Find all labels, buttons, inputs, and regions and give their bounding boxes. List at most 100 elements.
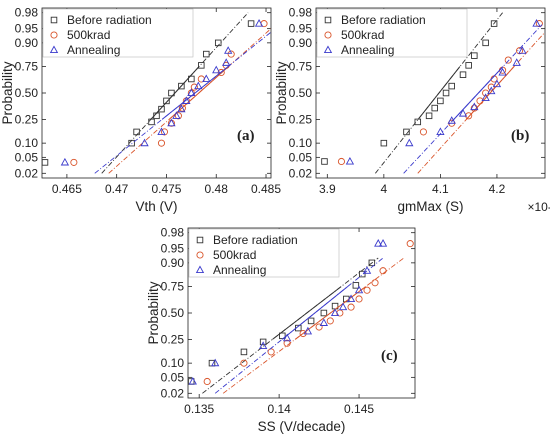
data-point (178, 104, 186, 112)
data-point (315, 323, 323, 331)
data-point (512, 58, 521, 66)
x-axis-label: gmMax (S) (397, 199, 463, 214)
data-point (362, 266, 372, 274)
legend-marker (50, 31, 58, 39)
y-tick-label: 0.98 (161, 226, 185, 240)
data-point (320, 309, 328, 317)
data-point (458, 108, 468, 117)
x-tick-label: 3.9 (319, 182, 336, 196)
y-tick-label: 0.90 (161, 256, 185, 270)
x-axis-label: SS (V/decade) (258, 419, 346, 434)
data-layer (42, 12, 271, 174)
legend-label: 500krad (213, 248, 256, 262)
panel-label: (a) (237, 128, 255, 144)
legend-label: Before radiation (67, 13, 152, 27)
data-point (190, 83, 198, 91)
data-point (178, 82, 185, 90)
x-tick-label: 4.2 (489, 182, 506, 196)
data-point (504, 56, 512, 64)
y-tick-label: 0.25 (15, 112, 39, 126)
legend-marker (324, 31, 332, 39)
legend-marker (195, 265, 205, 274)
data-point (258, 341, 268, 349)
data-point (481, 93, 490, 101)
data-point (168, 89, 175, 97)
legend-label: Annealing (67, 43, 120, 57)
fit-solid-3 (161, 66, 229, 120)
y-tick-label: 0.50 (161, 306, 185, 320)
data-point (378, 239, 388, 247)
chart-panel-3: 0.02 0.050.10 0.25 0.50 0.75 0.900.95 0.98 0.13… (146, 226, 416, 434)
y-tick-label: 0.25 (289, 112, 313, 126)
data-point (492, 79, 502, 88)
y-tick-label: 0.75 (15, 60, 39, 74)
y-tick-label: 0.10 (15, 136, 39, 150)
legend-label: 500krad (341, 28, 384, 42)
data-point (60, 157, 70, 166)
data-point (42, 159, 49, 166)
y-tick-label: 0.02 (15, 166, 39, 180)
data-point (405, 138, 414, 147)
y-tick-label: 0.95 (289, 22, 313, 36)
data-point (419, 128, 427, 136)
data-point (326, 317, 334, 325)
data-point (133, 128, 140, 136)
legend-label: 500krad (67, 28, 110, 42)
y-tick-label: 0.75 (289, 60, 313, 74)
data-point (222, 58, 231, 66)
y-tick-label: 0.02 (161, 386, 185, 400)
fit-solid-1 (417, 66, 461, 120)
data-point (259, 338, 267, 346)
y-tick-label: 0.98 (15, 6, 39, 20)
data-point (403, 128, 410, 136)
data-point (482, 39, 489, 47)
data-point (157, 139, 166, 147)
y-tick-label: 0.10 (161, 356, 185, 370)
x-tick-label: 0.465 (52, 182, 82, 196)
data-point (172, 111, 181, 119)
data-point (188, 75, 195, 83)
y-tick-label: 0.50 (15, 86, 39, 100)
x-tick-label: 0.145 (344, 402, 374, 416)
y-axis-label: Probability (0, 61, 15, 124)
data-point (240, 348, 248, 356)
x-exponent-label: ×10-3 (527, 200, 550, 214)
legend-box (42, 8, 194, 58)
data-point (247, 20, 255, 27)
data-point (267, 348, 275, 356)
y-tick-label: 0.25 (161, 332, 185, 346)
x-tick-label: 0.14 (267, 402, 291, 416)
data-point (380, 139, 388, 147)
data-point (354, 285, 364, 294)
data-point (470, 102, 479, 111)
data-point (436, 127, 445, 135)
fit-solid-1 (272, 286, 342, 340)
data-point (330, 308, 340, 317)
data-point (188, 376, 197, 385)
data-point (128, 139, 135, 147)
x-tick-label: 4.1 (432, 182, 449, 196)
y-tick-label: 0.05 (161, 370, 185, 384)
x-tick-label: 0.485 (251, 182, 281, 196)
legend-marker (50, 16, 58, 24)
legend-label: Before radiation (213, 233, 298, 247)
x-tick-label: 0.475 (151, 182, 181, 196)
data-point (347, 303, 355, 311)
data-point (212, 65, 221, 74)
y-tick-label: 0.95 (161, 242, 185, 256)
legend-marker (196, 251, 204, 259)
data-point (447, 116, 456, 124)
data-point (177, 104, 186, 113)
data-point (303, 326, 313, 335)
legend-marker (49, 45, 59, 54)
data-point (282, 333, 292, 342)
data-point (174, 112, 182, 120)
data-point (379, 267, 387, 275)
data-point (437, 97, 444, 105)
data-point (307, 317, 315, 325)
fit-solid-3 (281, 286, 348, 340)
y-tick-label: 0.98 (289, 6, 313, 20)
data-point (355, 295, 363, 303)
